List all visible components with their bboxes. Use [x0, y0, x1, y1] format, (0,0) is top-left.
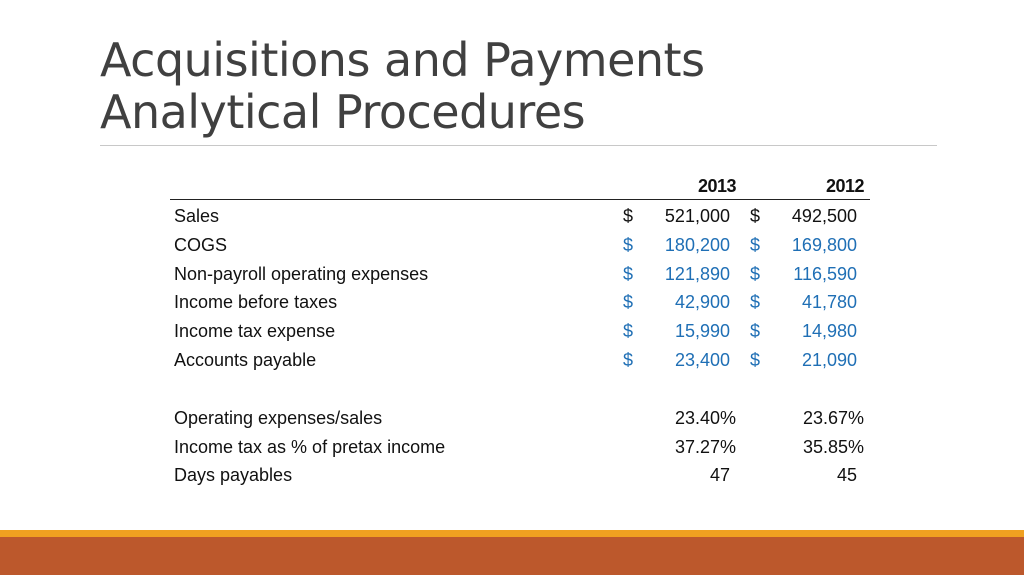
currency-symbol: $: [623, 349, 634, 370]
title-divider: [100, 145, 937, 146]
value-2012: 116,590: [793, 263, 857, 284]
table-row: COGS $ 180,200 $ 169,800: [170, 231, 870, 260]
row-label: Non-payroll operating expenses: [174, 263, 429, 284]
ratio-row: Income tax as % of pretax income 37.27% …: [170, 433, 870, 462]
row-label: Sales: [174, 206, 220, 226]
ratio-label: Operating expenses/sales: [174, 407, 383, 428]
ratio-row: Operating expenses/sales 23.40% 23.67%: [170, 404, 870, 433]
value-2012: 169,800: [791, 234, 857, 255]
ratio-value-2013: 47: [709, 465, 730, 486]
value-2012: 21,090: [801, 349, 857, 370]
table-spacer: [170, 375, 870, 404]
currency-symbol: $: [750, 321, 761, 342]
table-row: Non-payroll operating expenses $ 121,890…: [170, 260, 870, 289]
ratio-value-2012: 35.85%: [802, 436, 864, 457]
column-header-2013: 2013: [697, 176, 737, 196]
table-row: Income tax expense $ 15,990 $ 14,980: [170, 317, 870, 346]
table-header-row: 2013 2012: [170, 174, 870, 200]
value-2013: 23,400: [674, 349, 730, 370]
financial-table: 2013 2012 Sales $ 521,000 $ 492,500 COGS…: [170, 174, 870, 490]
value-2012: 41,780: [801, 292, 857, 313]
slide-title-line-2: Analytical Procedures: [100, 85, 586, 139]
column-header-2012: 2012: [825, 176, 865, 196]
table-row: Income before taxes $ 42,900 $ 41,780: [170, 288, 870, 317]
value-2012: 492,500: [791, 206, 857, 226]
ratio-value-2013: 37.27%: [674, 436, 736, 457]
row-label: Income tax expense: [174, 321, 336, 342]
currency-symbol: $: [750, 292, 761, 313]
currency-symbol: $: [750, 206, 761, 226]
slide-title-line-1: Acquisitions and Payments: [100, 33, 705, 87]
currency-symbol: $: [750, 349, 761, 370]
table-row: Sales $ 521,000 $ 492,500: [170, 202, 870, 231]
currency-symbol: $: [623, 263, 634, 284]
row-label: Income before taxes: [174, 292, 338, 313]
ratio-row: Days payables 47 45: [170, 461, 870, 490]
currency-symbol: $: [623, 321, 634, 342]
currency-symbol: $: [750, 234, 761, 255]
table-row: Accounts payable $ 23,400 $ 21,090: [170, 346, 870, 375]
value-2013: 121,890: [664, 263, 730, 284]
row-label: COGS: [174, 234, 228, 255]
footer-bar: [0, 537, 1024, 575]
ratio-value-2013: 23.40%: [674, 407, 736, 428]
ratio-value-2012: 45: [836, 465, 857, 486]
value-2013: 42,900: [674, 292, 730, 313]
value-2013: 15,990: [674, 321, 730, 342]
footer-accent-stripe: [0, 530, 1024, 537]
ratio-label: Income tax as % of pretax income: [174, 436, 446, 457]
ratio-label: Days payables: [174, 465, 293, 486]
value-2013: 521,000: [664, 206, 730, 226]
value-2013: 180,200: [664, 234, 730, 255]
ratio-value-2012: 23.67%: [802, 407, 864, 428]
currency-symbol: $: [623, 292, 634, 313]
currency-symbol: $: [750, 263, 761, 284]
value-2012: 14,980: [801, 321, 857, 342]
currency-symbol: $: [623, 234, 634, 255]
slide-title: Acquisitions and Payments Analytical Pro…: [100, 34, 705, 138]
currency-symbol: $: [623, 206, 634, 226]
row-label: Accounts payable: [174, 349, 317, 370]
